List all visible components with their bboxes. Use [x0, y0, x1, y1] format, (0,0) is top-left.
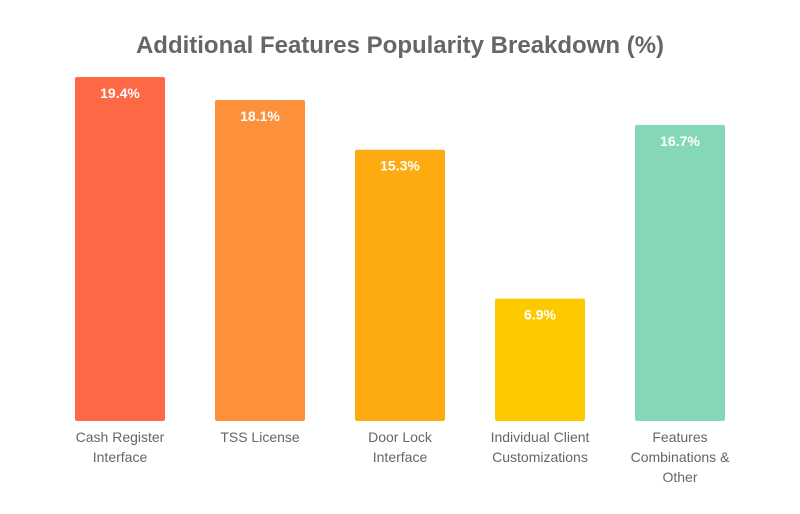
- category-labels-layer: Cash Register Interface TSS License Door Lo…: [76, 429, 730, 485]
- bar: [495, 298, 585, 421]
- data-label: 6.9%: [524, 307, 556, 323]
- bar: [215, 100, 305, 421]
- data-labels-layer: 19.4% 18.1% 15.3% 6.9% 16.7%: [100, 85, 700, 323]
- category-label: Features Combinations & Other: [631, 429, 730, 485]
- data-label: 16.7%: [660, 133, 700, 149]
- category-label: Door Lock Interface: [368, 429, 433, 465]
- bar: [635, 124, 725, 422]
- category-label: Individual Client Customizations: [491, 429, 590, 465]
- data-label: 18.1%: [240, 108, 280, 124]
- data-label: 19.4%: [100, 85, 140, 101]
- bar: [75, 77, 165, 421]
- bars-layer: [75, 77, 725, 422]
- bar: [355, 149, 445, 421]
- category-label: Cash Register Interface: [76, 429, 165, 465]
- category-label: TSS License: [220, 429, 300, 445]
- data-label: 15.3%: [380, 158, 420, 174]
- chart-title: Additional Features Popularity Breakdown…: [135, 32, 665, 59]
